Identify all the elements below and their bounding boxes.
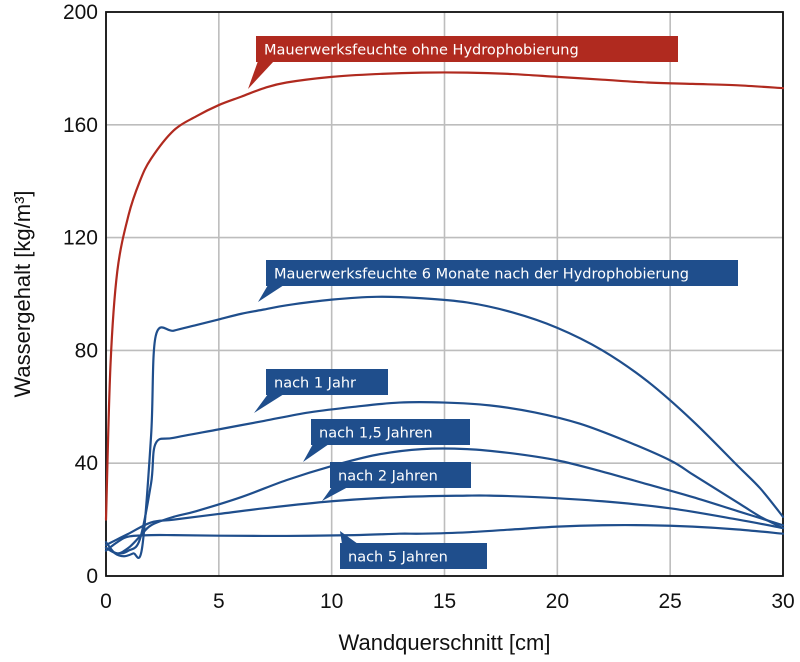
callout-label: Mauerwerksfeuchte ohne Hydrophobierung (264, 43, 579, 59)
callout-5: nach 5 Jahren (340, 531, 487, 569)
x-tick-label: 20 (546, 590, 569, 613)
callout-box (330, 462, 471, 488)
x-tick-label: 25 (658, 590, 681, 613)
callout-box (340, 543, 487, 569)
callout-pointer (248, 61, 274, 89)
callout-pointer (303, 444, 329, 462)
y-tick-label: 40 (75, 452, 98, 475)
grid (105, 11, 784, 577)
x-tick-labels: 0 5 10 15 20 25 30 (100, 590, 795, 613)
callout-1: Mauerwerksfeuchte 6 Monate nach der Hydr… (258, 260, 738, 302)
y-tick-label: 80 (75, 339, 98, 362)
series-line-0 (104, 71, 785, 521)
x-tick-label: 15 (433, 590, 456, 613)
y-tick-label: 0 (86, 565, 98, 588)
callout-label: nach 5 Jahren (348, 550, 448, 566)
y-tick-labels: 0 40 80 120 160 200 (63, 1, 98, 588)
callout-pointer (322, 487, 348, 501)
series-line-2 (104, 401, 785, 555)
x-tick-label: 0 (100, 590, 112, 613)
y-tick-label: 120 (63, 227, 98, 250)
y-axis-title: Wassergehalt [kg/m³] (10, 190, 35, 397)
plot-frame (105, 11, 784, 577)
callout-box (266, 260, 738, 286)
callout-pointer (254, 394, 284, 413)
callout-label: nach 1 Jahr (274, 376, 356, 392)
series-line-4 (104, 494, 785, 547)
callout-0: Mauerwerksfeuchte ohne Hydrophobierung (248, 36, 678, 89)
callout-4: nach 2 Jahren (322, 462, 471, 501)
callout-pointer (258, 285, 284, 302)
x-tick-label: 30 (771, 590, 794, 613)
series-line-1 (104, 295, 785, 559)
callout-box (256, 36, 678, 62)
callout-3: nach 1,5 Jahren (303, 419, 470, 462)
x-tick-label: 10 (320, 590, 343, 613)
callout-box (266, 369, 388, 395)
callout-box (311, 419, 470, 445)
callout-label: Mauerwerksfeuchte 6 Monate nach der Hydr… (274, 267, 689, 283)
series-layer (104, 71, 785, 559)
callout-label: nach 2 Jahren (338, 469, 438, 485)
y-tick-label: 200 (63, 1, 98, 24)
x-axis-title: Wandquerschnitt [cm] (339, 630, 551, 655)
x-tick-label: 5 (213, 590, 225, 613)
y-tick-label: 160 (63, 114, 98, 137)
callout-2: nach 1 Jahr (254, 369, 388, 413)
series-line-5 (104, 523, 785, 552)
callout-label: nach 1,5 Jahren (319, 426, 433, 442)
callout-layer: Mauerwerksfeuchte ohne Hydrophobierung Ma… (248, 36, 738, 569)
callout-pointer (340, 531, 358, 544)
